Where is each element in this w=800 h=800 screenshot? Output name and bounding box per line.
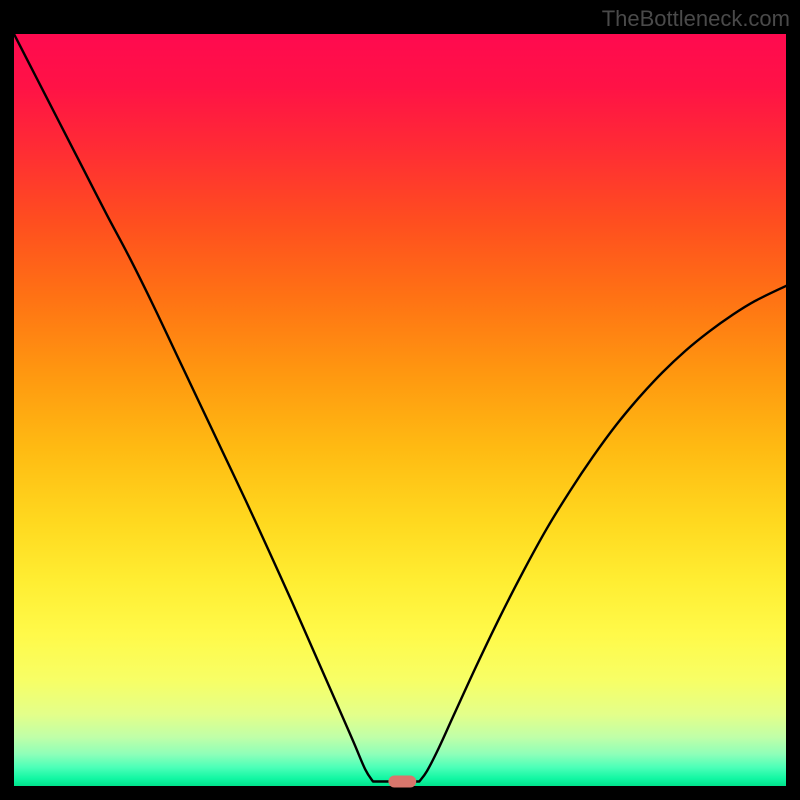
watermark-text: TheBottleneck.com bbox=[602, 6, 790, 32]
plot-background bbox=[14, 34, 786, 786]
optimum-marker bbox=[388, 775, 416, 787]
chart-svg bbox=[0, 0, 800, 800]
bottleneck-chart: TheBottleneck.com bbox=[0, 0, 800, 800]
